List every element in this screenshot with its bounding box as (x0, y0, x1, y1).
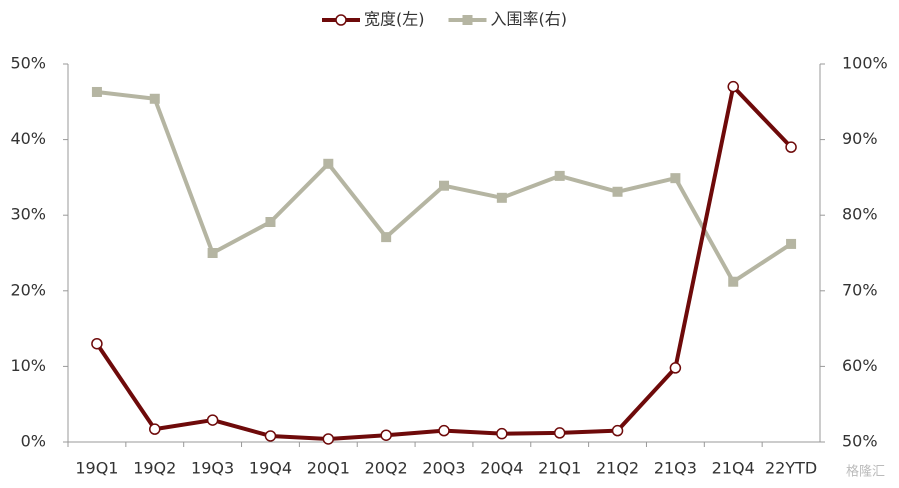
legend-label: 入围率(右) (491, 10, 568, 29)
x-tick-label: 19Q3 (191, 459, 234, 478)
legend-marker (335, 14, 347, 26)
x-tick-label: 21Q2 (596, 459, 639, 478)
point (265, 217, 276, 228)
y-tick-label: 50% (10, 54, 46, 73)
y-tick-label: 0% (21, 432, 46, 451)
x-tick-label: 22YTD (765, 459, 817, 478)
point (785, 141, 797, 153)
legend-marker (462, 15, 473, 25)
point (91, 86, 102, 97)
point (728, 276, 739, 287)
point (670, 173, 681, 184)
x-tick-label: 21Q1 (538, 459, 581, 478)
point (149, 93, 160, 104)
point (553, 427, 566, 439)
point (496, 192, 507, 203)
point (611, 424, 624, 437)
legend-label: 宽度(左) (364, 10, 425, 29)
x-tick-label: 19Q2 (133, 459, 176, 478)
x-tick-label: 21Q4 (712, 459, 755, 478)
point (381, 232, 392, 243)
point (149, 423, 161, 435)
watermark: 格隆汇 (846, 464, 885, 480)
y2-tick-label: 100% (842, 54, 888, 73)
point (438, 424, 450, 437)
point (323, 158, 334, 169)
point (669, 362, 682, 374)
point (439, 180, 449, 191)
point (496, 427, 508, 440)
y-tick-label: 10% (10, 356, 46, 375)
y2-tick-label: 80% (842, 205, 878, 224)
x-tick-label: 20Q4 (480, 459, 523, 478)
point (612, 186, 623, 197)
point (322, 433, 335, 445)
point (554, 170, 565, 181)
y-tick-label: 40% (10, 129, 46, 148)
point (207, 248, 218, 258)
point (206, 414, 219, 426)
x-tick-label: 20Q3 (422, 459, 465, 478)
y2-tick-label: 90% (842, 129, 878, 148)
y-tick-label: 20% (10, 280, 46, 299)
y2-tick-label: 50% (842, 432, 878, 451)
x-tick-label: 20Q1 (307, 459, 350, 478)
point (264, 430, 277, 442)
point (91, 337, 103, 350)
y2-tick-label: 70% (842, 280, 878, 299)
point (786, 238, 797, 249)
x-tick-label: 20Q2 (365, 459, 408, 478)
point (727, 80, 739, 93)
y-tick-label: 30% (10, 205, 46, 224)
y2-tick-label: 60% (842, 356, 878, 375)
x-tick-label: 19Q1 (75, 459, 118, 478)
point (380, 429, 392, 441)
x-tick-label: 19Q4 (249, 459, 292, 478)
x-tick-label: 21Q3 (654, 459, 697, 478)
